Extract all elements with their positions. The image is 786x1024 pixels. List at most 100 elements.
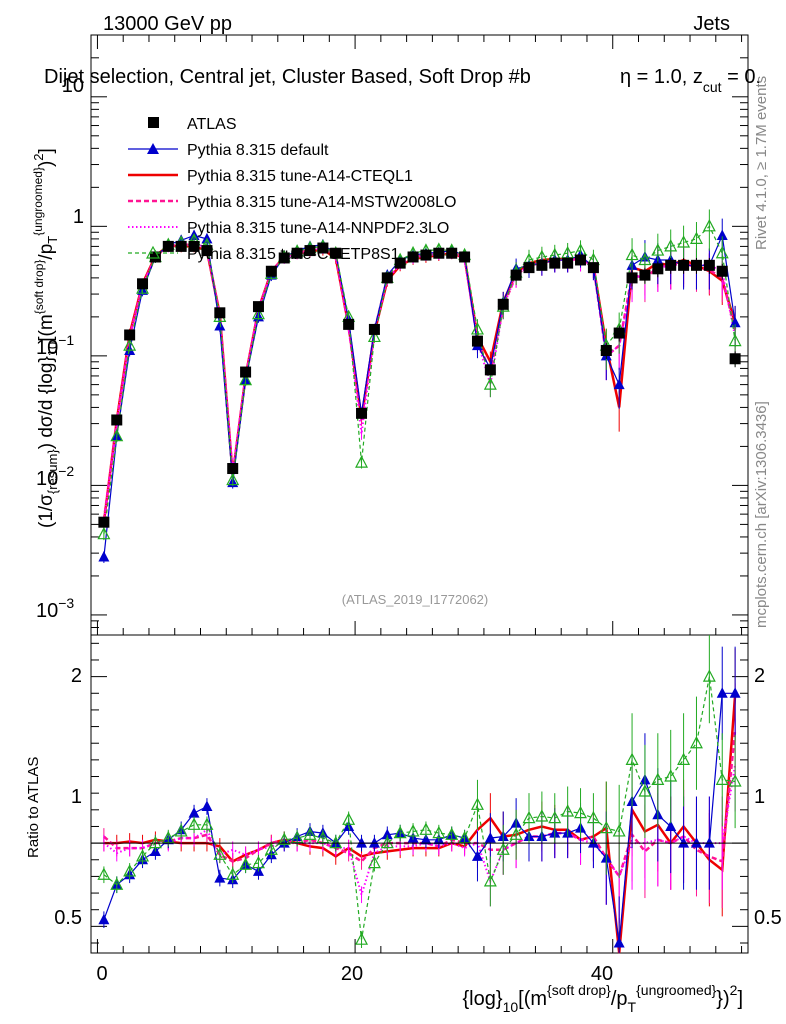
data-point [729,687,741,698]
data-point [716,265,728,277]
data-point [496,842,510,855]
data-point [549,257,561,269]
legend-marker-default [147,143,159,154]
data-point [575,254,587,266]
data-point [304,245,316,257]
data-point [214,872,226,883]
ratio-plot-series [97,635,742,954]
data-point [148,835,162,849]
series-line [102,243,737,521]
series-line [103,676,736,940]
data-point [690,259,702,271]
series-line [103,692,736,944]
data-point [187,817,201,830]
legend-label-atlas: ATLAS [187,116,237,133]
data-point [665,259,677,271]
series-line [103,694,737,954]
data-point [561,804,575,817]
data-point [303,827,317,840]
legend-entry-mstw: Pythia 8.315 tune-A14-MSTW2008LO [128,194,456,211]
side-label-top: Rivet 4.1.0, ≥ 1.7M events [753,76,770,250]
y-tick-label-main-one: 1 [73,206,84,228]
data-point [420,249,432,261]
data-point [651,243,665,256]
data-point [446,247,458,259]
data-point [174,824,188,837]
data-point [433,247,445,259]
data-point [471,850,483,861]
data-point [355,932,369,945]
data-point [420,833,432,845]
data-point [264,842,278,855]
data-point [356,407,368,419]
data-point [201,800,213,811]
y-axis-label-ratio: Ratio to ATLAS [25,757,42,858]
top-left-label: 13000 GeV pp [103,13,232,35]
data-point [599,820,613,834]
legend-entry-nnpdf: Pythia 8.315 tune-A14-NNPDF2.3LO [128,220,449,237]
data-point [665,820,677,831]
data-point [227,463,239,475]
legend-label-mstw: Pythia 8.315 tune-A14-MSTW2008LO [187,194,456,211]
data-point [586,810,600,824]
data-point [574,805,588,819]
data-point [587,262,599,274]
data-point [343,318,355,330]
series-atlas [98,240,741,528]
data-point [729,316,741,328]
data-point [380,835,394,849]
ratio-series-pythia-8-315-default [98,646,741,953]
data-point [612,824,626,837]
data-point [535,809,549,822]
data-point [677,235,691,248]
data-point [470,322,484,335]
data-point [368,323,380,335]
x-tick-label-0: 0 [96,963,107,985]
ratio-tick-label-left-1: 1 [71,786,82,808]
y-tick-label-main-ten: 10 [62,75,84,97]
data-point [111,414,123,426]
ratio-series-pythia-8-315-tune-a14-cteql1 [103,648,737,954]
chart-title-main: Dijet selection, Central jet, Cluster Ba… [44,66,531,88]
data-point [613,327,625,339]
data-point [523,262,535,274]
top-right-label: Jets [693,13,730,35]
series-line [103,233,736,558]
data-point [214,307,226,319]
data-point [689,231,703,244]
data-point [716,229,728,240]
data-point [265,265,277,277]
data-point [625,752,639,765]
series-line [102,243,737,523]
data-point [277,832,291,845]
data-point [470,797,484,810]
data-point [432,825,446,839]
data-point [200,817,214,830]
data-point [251,306,265,320]
data-point [716,687,728,698]
legend-label-nnpdf: Pythia 8.315 tune-A14-NNPDF2.3LO [187,220,449,237]
data-point [162,240,174,252]
data-point [342,812,356,825]
data-point [252,301,264,313]
series-line [103,225,736,535]
data-point [703,837,715,848]
data-point [522,810,536,824]
data-point [703,259,715,271]
data-point [317,242,329,254]
data-point [484,832,496,843]
data-point [123,338,137,351]
data-point [664,239,678,252]
series-line [103,729,737,880]
chart-title-sub: cut [703,79,722,95]
data-point [715,772,729,785]
ratio-tick-label-right-2: 2 [754,665,765,687]
legend-entry-default: Pythia 8.315 default [128,142,329,159]
data-point [471,335,483,347]
data-point [213,847,227,860]
data-point [639,269,651,281]
data-point [356,837,368,848]
legend-entry-cteql1: Pythia 8.315 tune-A14-CTEQL1 [128,168,413,185]
legend-entry-cuetp8s1: Pythia 8.315 tune-CUETP8S1 [128,245,400,263]
data-point [536,259,548,271]
